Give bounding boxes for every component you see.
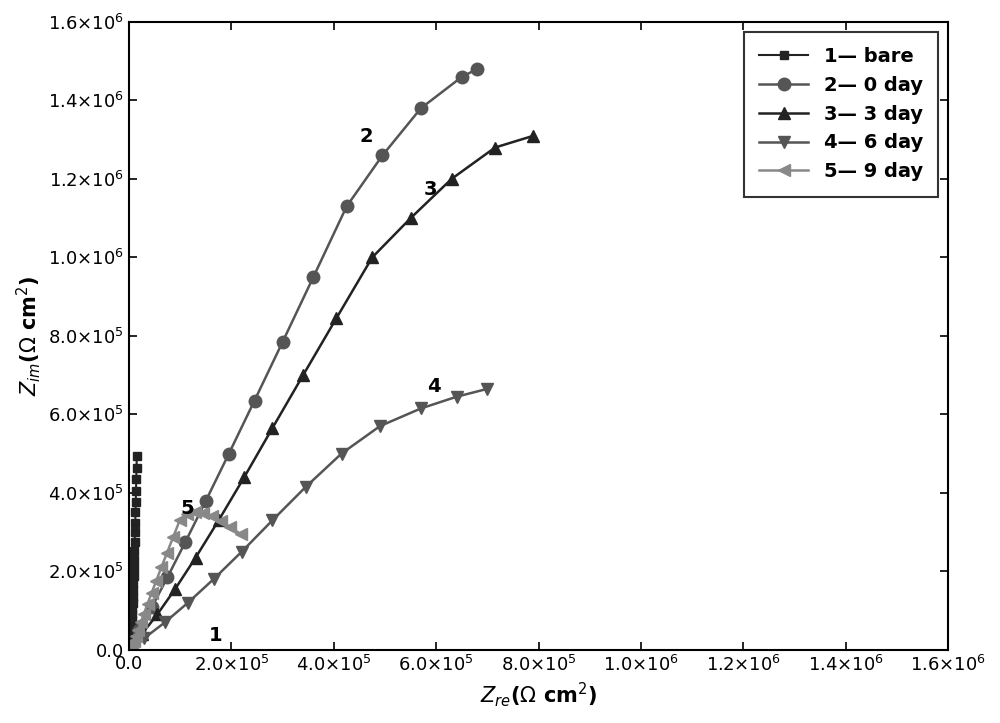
Text: 5: 5 <box>180 500 194 518</box>
Text: 2: 2 <box>359 127 373 145</box>
X-axis label: $Z_{re}$($\Omega$ cm$^2$): $Z_{re}$($\Omega$ cm$^2$) <box>480 680 597 709</box>
Y-axis label: $Z_{im}$($\Omega$ cm$^2$): $Z_{im}$($\Omega$ cm$^2$) <box>14 275 43 396</box>
Text: 4: 4 <box>427 377 441 395</box>
Legend: 1— bare, 2— 0 day, 3— 3 day, 4— 6 day, 5— 9 day: 1— bare, 2— 0 day, 3— 3 day, 4— 6 day, 5… <box>744 32 938 197</box>
Text: 1: 1 <box>208 626 222 645</box>
Text: 3: 3 <box>423 179 437 199</box>
